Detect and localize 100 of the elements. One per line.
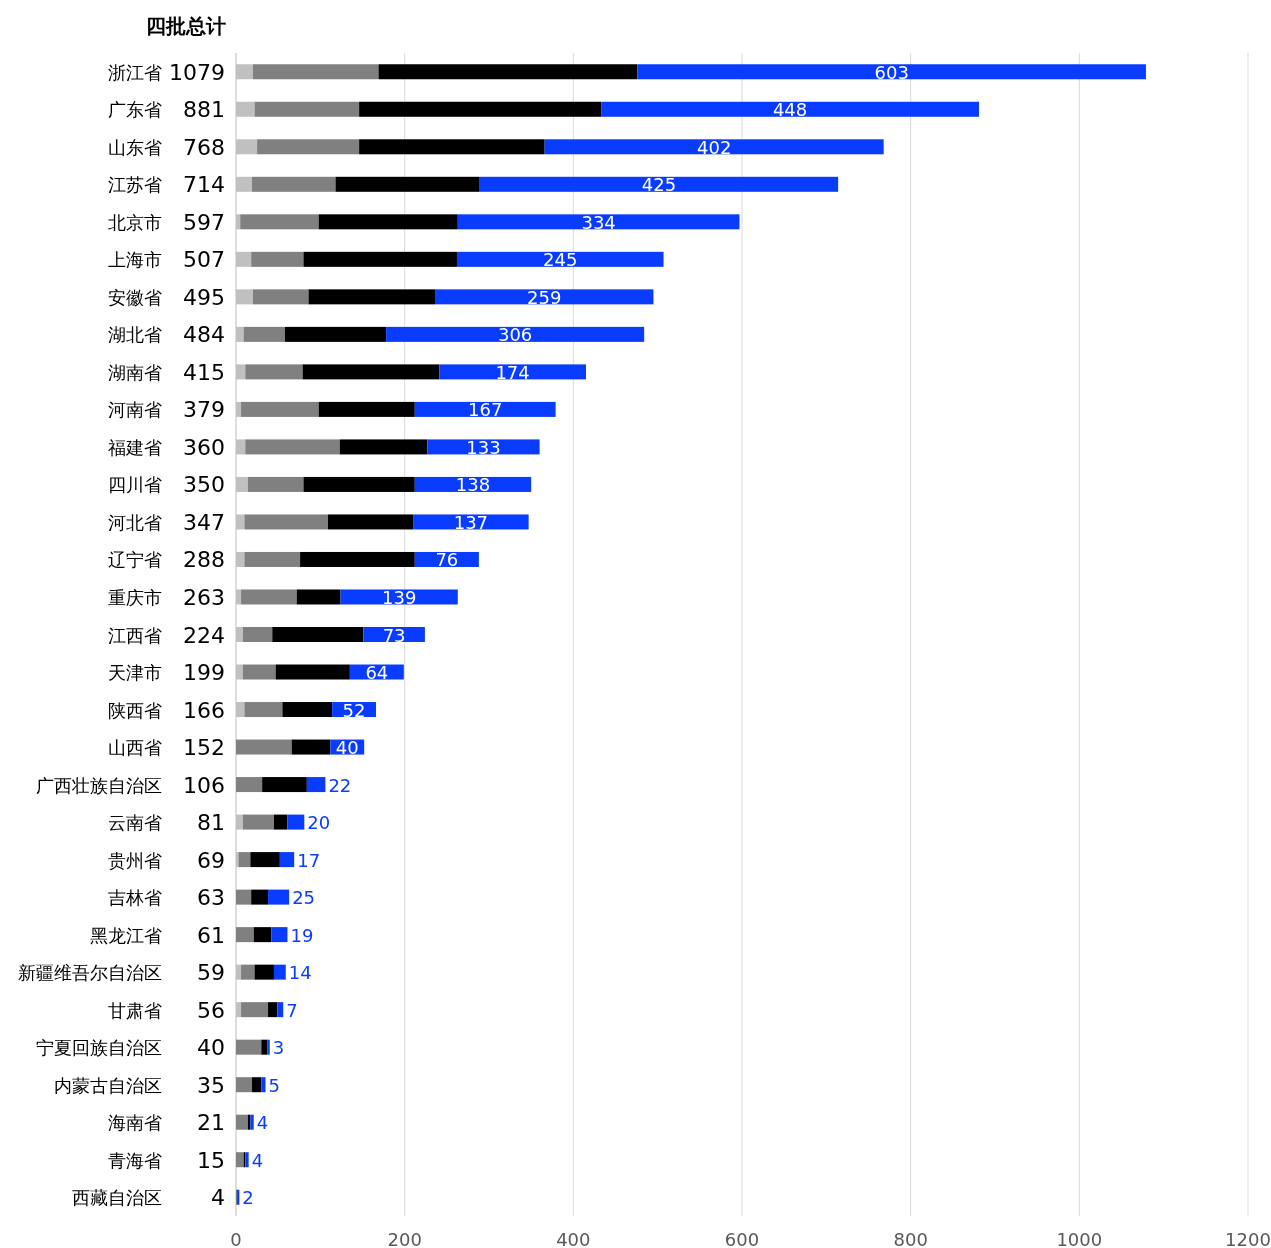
bar: [601, 101, 979, 117]
bar: [359, 139, 545, 155]
total-label: 21: [197, 1110, 225, 1136]
bar: [303, 476, 415, 492]
bar: [272, 627, 364, 642]
bar: [252, 1077, 262, 1093]
data-label: 139: [382, 586, 417, 608]
x-tick-label: 600: [724, 1229, 760, 1248]
bar: [236, 1114, 248, 1130]
total-label: 350: [183, 472, 225, 498]
bar: [273, 814, 288, 830]
bar: [251, 889, 269, 905]
total-label: 714: [183, 172, 225, 198]
total-label: 15: [197, 1147, 225, 1173]
bar: [457, 214, 740, 230]
bar: [244, 551, 301, 567]
bar: [236, 927, 254, 943]
bar: [287, 814, 305, 830]
bar: [236, 326, 244, 342]
total-label: 1079: [169, 59, 225, 85]
bar: [261, 1039, 268, 1055]
total-label: 597: [183, 209, 225, 235]
bar: [300, 551, 415, 567]
y-tick-label: 江西省: [108, 624, 162, 646]
total-label: 415: [183, 359, 225, 385]
bar: [236, 1002, 242, 1018]
bar: [236, 289, 253, 305]
bar: [284, 326, 387, 342]
bar: [236, 401, 242, 417]
bar: [275, 664, 350, 680]
bar: [257, 139, 360, 155]
text: 35: [197, 1072, 225, 1098]
bar: [236, 476, 248, 492]
bar: [378, 64, 638, 80]
bar: [435, 289, 654, 305]
data-label: 22: [328, 774, 352, 796]
bar: [244, 702, 283, 718]
data-label: 133: [466, 436, 501, 458]
bar: [279, 852, 295, 868]
bar: [238, 852, 251, 868]
data-label: 259: [527, 286, 562, 308]
total-label: 507: [183, 247, 225, 273]
y-tick-label: 辽宁省: [108, 549, 162, 571]
bar: [291, 739, 331, 755]
bar: [236, 364, 246, 380]
bar: [282, 702, 333, 718]
total-label: 347: [183, 509, 225, 535]
bar: [479, 176, 839, 192]
y-tick-label: 新疆维吾尔自治区: [18, 962, 162, 984]
bar: [236, 551, 245, 567]
bar: [271, 927, 288, 943]
y-tick-label: 内蒙古自治区: [54, 1074, 162, 1096]
data-label: 40: [335, 737, 359, 759]
total-label: 63: [197, 885, 225, 911]
bar: [267, 1039, 270, 1055]
bar: [236, 589, 242, 605]
bar: [236, 176, 253, 192]
data-label: 167: [468, 399, 503, 421]
bar: [544, 139, 884, 155]
y-tick-label: 甘肃省: [108, 999, 162, 1021]
data-label: 2: [242, 1187, 254, 1209]
total-label: 152: [183, 735, 225, 761]
total-label: 224: [183, 622, 225, 648]
bar: [236, 1077, 253, 1093]
y-tick-label: 重庆市: [108, 586, 162, 608]
y-tick-label: 广西壮族自治区: [36, 774, 162, 796]
y-tick-label: 贵州省: [108, 849, 162, 871]
bar: [236, 739, 292, 755]
bar: [262, 777, 307, 793]
bar: [236, 627, 243, 642]
bar: [303, 251, 457, 267]
total-label: 4: [211, 1185, 225, 1211]
bar: [296, 589, 341, 605]
y-tick-label: 河南省: [108, 399, 162, 421]
y-tick-label: 黑龙江省: [90, 924, 162, 946]
y-tick-label: 西藏自治区: [72, 1187, 162, 1209]
bar: [241, 964, 255, 980]
bar: [236, 251, 252, 267]
data-label: 76: [435, 549, 459, 571]
total-label: 40: [197, 1035, 225, 1061]
bar: [236, 101, 255, 117]
bar: [242, 664, 276, 680]
total-label: 199: [183, 660, 225, 686]
bar: [254, 101, 360, 117]
total-label: 360: [183, 434, 225, 460]
bar: [339, 439, 428, 455]
total-label: 484: [183, 322, 225, 348]
total-label: 56: [197, 997, 225, 1023]
bar: [244, 514, 328, 530]
total-label: 881: [183, 97, 225, 123]
x-tick-label: 0: [230, 1229, 242, 1248]
data-label: 64: [365, 662, 389, 684]
bar: [254, 964, 274, 980]
data-label: 20: [307, 812, 331, 834]
y-tick-label: 浙江省: [108, 61, 162, 83]
bar: [252, 289, 309, 305]
bar: [306, 777, 326, 793]
bar: [252, 64, 379, 80]
bar: [252, 176, 336, 192]
total-label: 69: [197, 847, 225, 873]
